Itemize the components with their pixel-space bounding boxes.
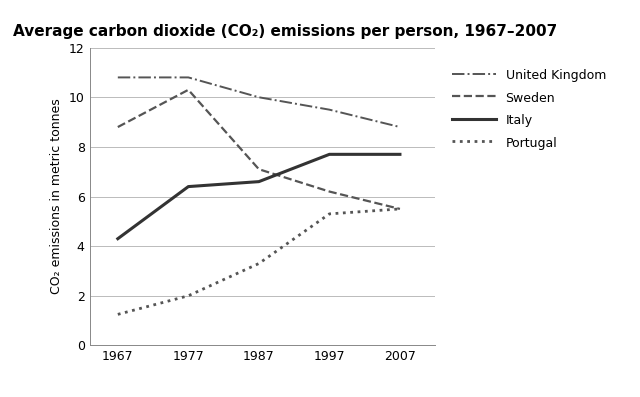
Legend: United Kingdom, Sweden, Italy, Portugal: United Kingdom, Sweden, Italy, Portugal — [452, 69, 606, 150]
Portugal — [114, 312, 122, 317]
Italy — [396, 152, 404, 157]
Line: Portugal: Portugal — [118, 209, 400, 314]
United Kingdom — [184, 75, 192, 80]
Italy — [326, 152, 333, 157]
Sweden — [326, 189, 333, 194]
Line: Italy: Italy — [118, 154, 400, 239]
Y-axis label: CO₂ emissions in metric tonnes: CO₂ emissions in metric tonnes — [51, 98, 63, 295]
Sweden — [114, 125, 122, 129]
Portugal — [396, 206, 404, 211]
United Kingdom — [114, 75, 122, 80]
Portugal — [255, 261, 262, 266]
Line: United Kingdom: United Kingdom — [118, 77, 400, 127]
United Kingdom — [396, 125, 404, 129]
Portugal — [184, 293, 192, 298]
Line: Sweden: Sweden — [118, 90, 400, 209]
Italy — [255, 179, 262, 184]
Sweden — [184, 87, 192, 92]
Sweden — [396, 206, 404, 211]
Sweden — [255, 167, 262, 172]
United Kingdom — [326, 107, 333, 112]
United Kingdom — [255, 95, 262, 100]
Italy — [114, 236, 122, 241]
Text: Average carbon dioxide (CO₂) emissions per person, 1967–2007: Average carbon dioxide (CO₂) emissions p… — [13, 24, 557, 39]
Italy — [184, 184, 192, 189]
Portugal — [326, 212, 333, 216]
